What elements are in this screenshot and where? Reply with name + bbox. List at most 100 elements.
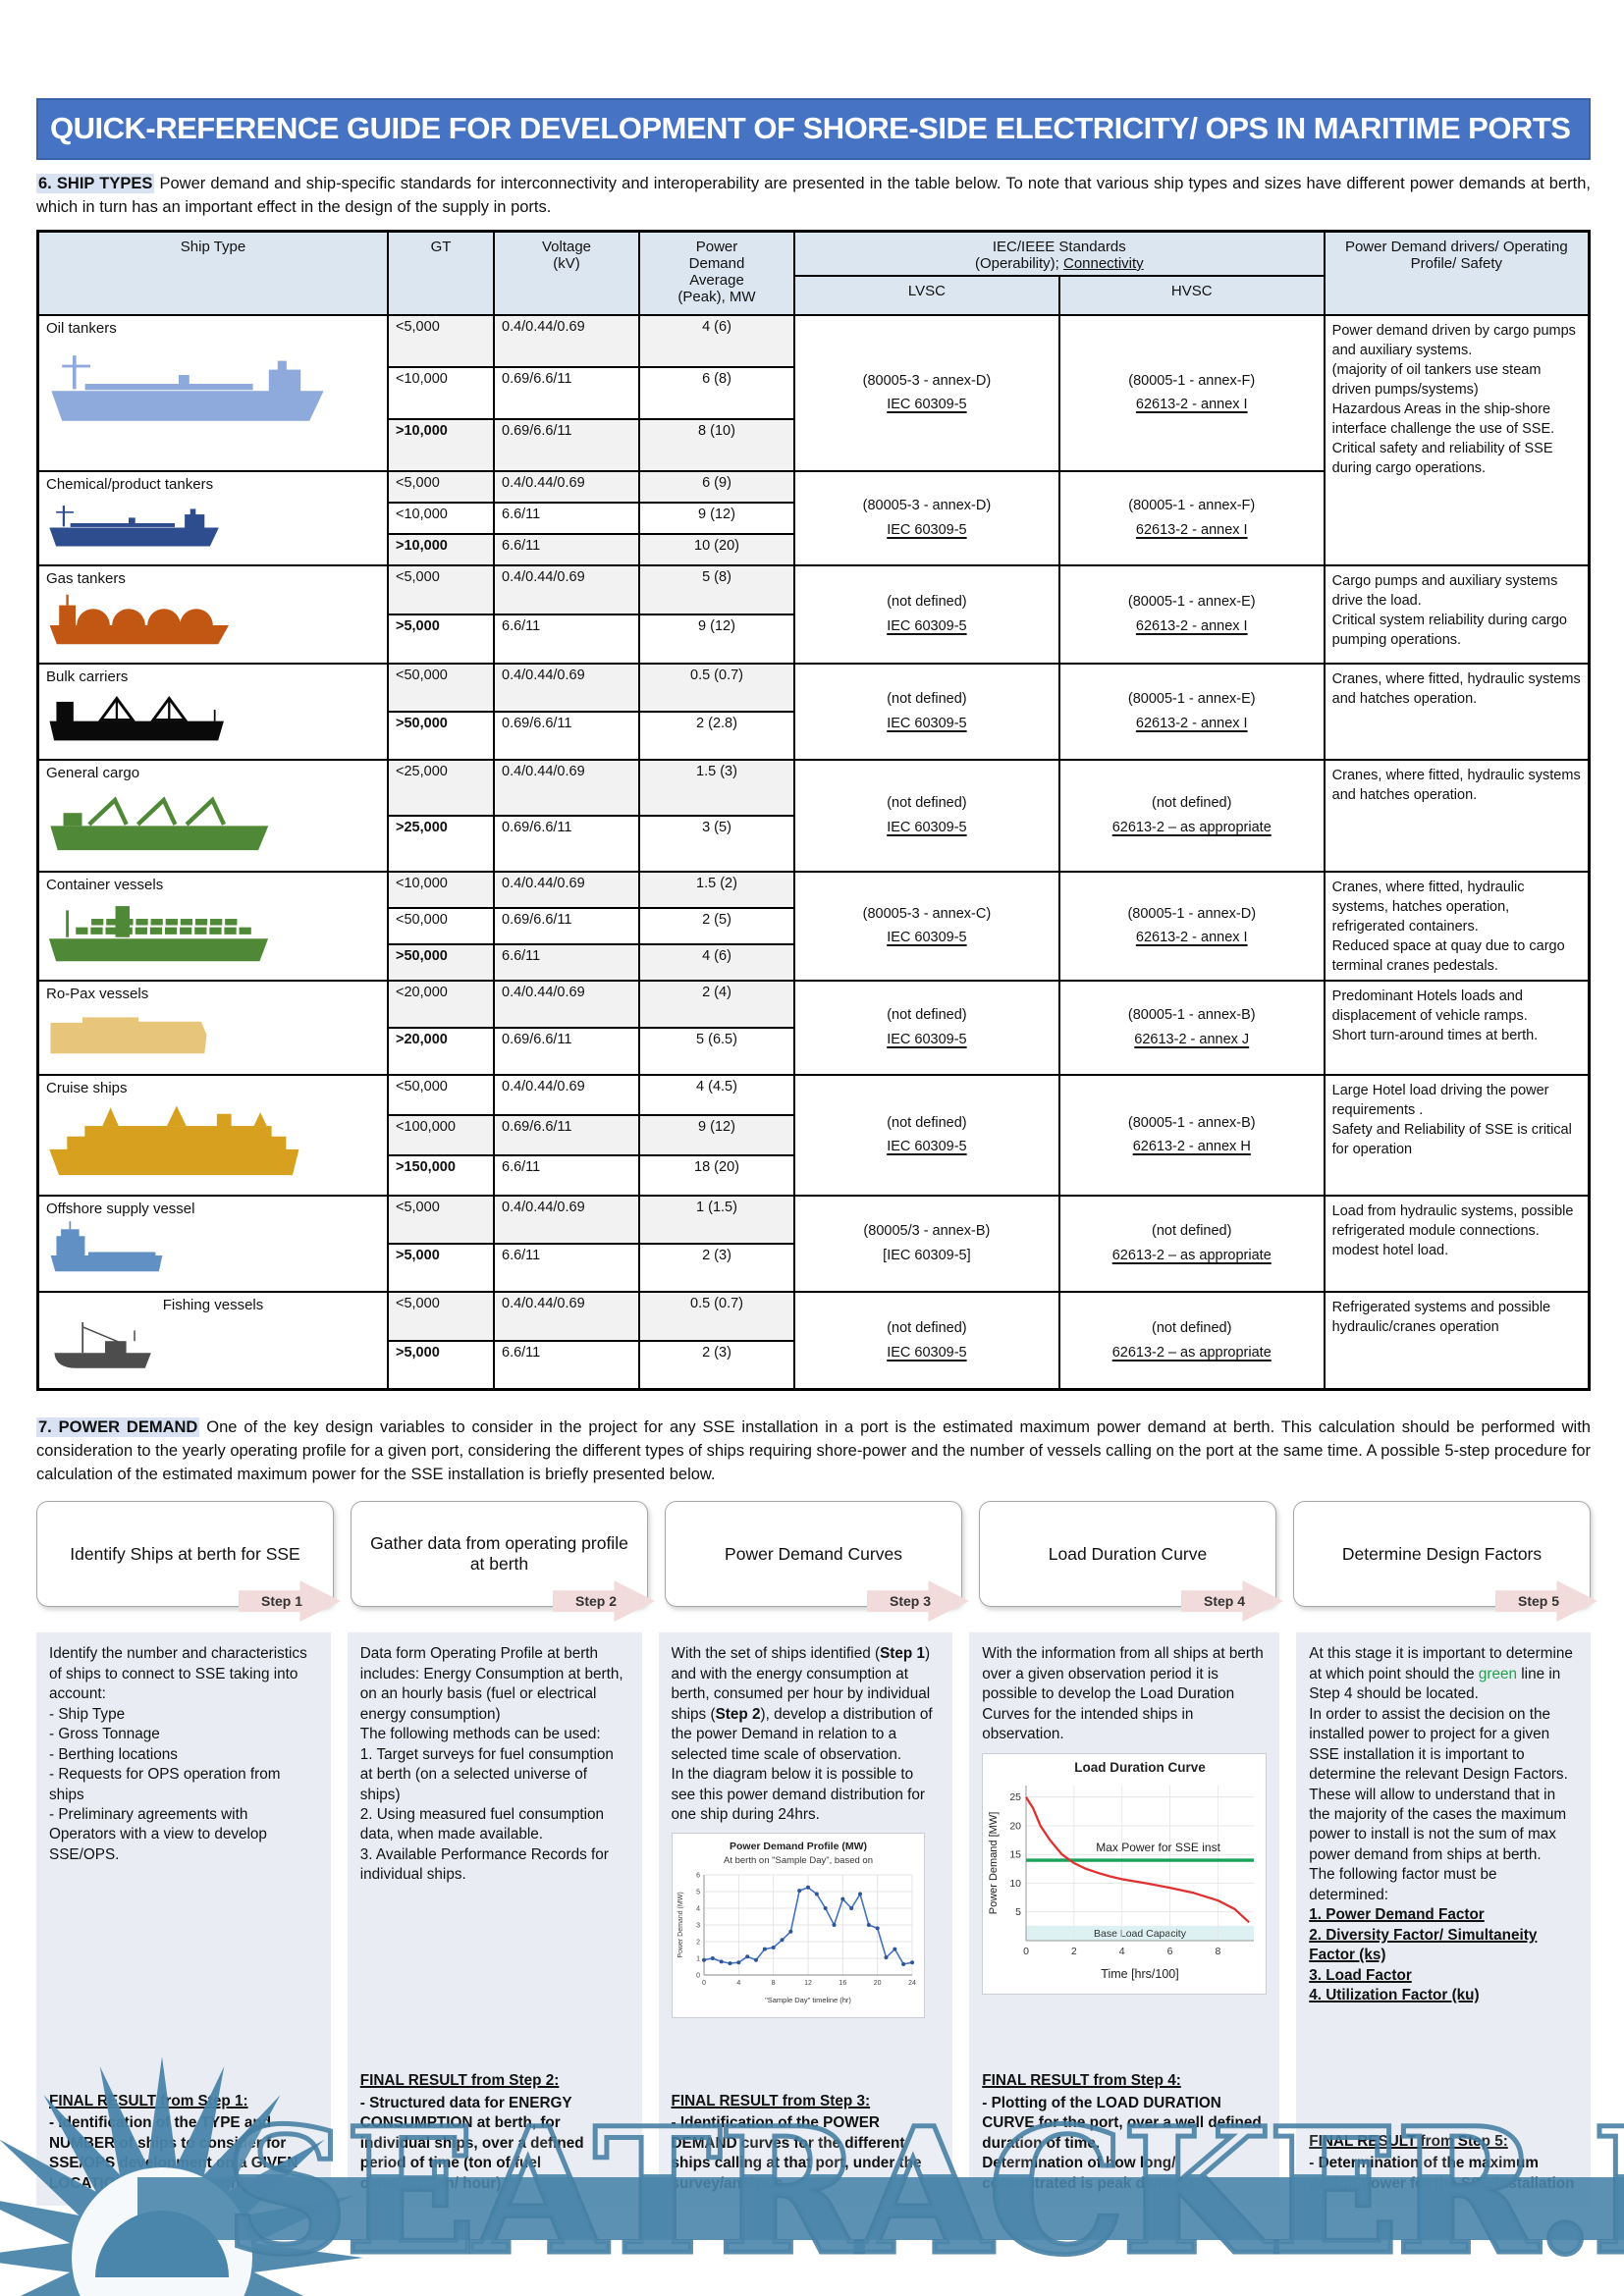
svg-text:0: 0 [1023, 1946, 1029, 1957]
section-6-label: 6. SHIP TYPES [36, 174, 155, 193]
voltage-cell: 6.6/11 [493, 1339, 640, 1391]
power-demand-drivers-cell: Refrigerated systems and possible hydrau… [1323, 1290, 1591, 1391]
svg-text:2: 2 [696, 1940, 700, 1947]
gt-cell: >5,000 [387, 613, 495, 665]
svg-text:25: 25 [1010, 1791, 1022, 1803]
final-result-heading: FINAL RESULT from Step 4: [982, 2072, 1181, 2090]
table-row: <100,000 0.69/6.6/11 9 (12) [38, 1113, 1590, 1156]
table-row: <10,000 6.6/11 9 (12) [38, 501, 1590, 535]
step-box-3: Power Demand Curves Step 3 [665, 1501, 969, 1623]
step-5-panel: At this stage it is important to determi… [1296, 1632, 1591, 2207]
step-1-body: Identify the number and characteristics … [49, 1645, 307, 1863]
voltage-cell: 0.4/0.44/0.69 [493, 563, 640, 615]
table-row: <50,000 0.69/6.6/11 2 (5) [38, 906, 1590, 945]
hvsc-standard-cell: (not defined) 62613-2 – as appropriate [1057, 758, 1326, 873]
step-box-2: Gather data from operating profile at be… [351, 1501, 655, 1623]
power-demand-cell: 2 (3) [638, 1339, 795, 1391]
section-6-intro: 6. SHIP TYPES Power demand and ship-spec… [36, 173, 1591, 220]
step-4-chart-box: Load Duration Curve Base Load Capacity 5 10… [982, 1752, 1268, 1996]
step-box-title: Determine Design Factors [1341, 1543, 1543, 1564]
gt-cell: >50,000 [387, 710, 495, 761]
gt-cell: >20,000 [387, 1026, 495, 1076]
ship-type-label: Chemical/product tankers [46, 475, 214, 493]
bulk-ship-silhouette-icon [49, 695, 224, 741]
svg-text:Max Power for SSE inst: Max Power for SSE inst [1096, 1841, 1220, 1854]
svg-text:4: 4 [736, 1980, 740, 1987]
header-connectivity: Connectivity [1062, 254, 1144, 272]
header-hvsc: HVSC [1057, 274, 1326, 316]
svg-text:12: 12 [804, 1980, 812, 1987]
svg-text:15: 15 [1010, 1848, 1022, 1860]
step-box-title: Power Demand Curves [725, 1543, 902, 1564]
table-row: Bulk carriers <50,000 0.4/0.44/0.69 0.5 (0… [36, 662, 1591, 761]
gt-cell: <50,000 [387, 662, 495, 713]
svg-text:Load Duration Curve: Load Duration Curve [1074, 1760, 1206, 1775]
section-7-intro: 7. POWER DEMAND One of the key design va… [36, 1416, 1591, 1487]
step-1-panel: Identify the number and characteristics … [36, 1632, 331, 2207]
gt-cell: <5,000 [387, 313, 495, 368]
table-row: >150,000 6.6/11 18 (20) [38, 1153, 1590, 1197]
power-demand-cell: 1.5 (2) [638, 870, 795, 909]
step-box-1: Identify Ships at berth for SSE Step 1 [36, 1501, 341, 1623]
step-3-body: With the set of ships identified (Step 1… [671, 1644, 941, 2039]
svg-text:0: 0 [696, 1973, 700, 1980]
lvsc-standard-cell: (80005-3 - annex-C) IEC 60309-5 [793, 870, 1060, 982]
power-demand-cell: 4 (6) [638, 313, 795, 368]
step-4-arrow-icon: Step 4 [1181, 1580, 1283, 1623]
power-demand-cell: 1 (1.5) [638, 1194, 795, 1245]
design-factor-1: 1. Power Demand Factor [1309, 1906, 1485, 1924]
svg-text:6: 6 [696, 1873, 700, 1880]
gt-cell: <100,000 [387, 1113, 495, 1156]
ship-type-cell: Container vessels [36, 870, 389, 982]
gt-cell: <20,000 [387, 979, 495, 1029]
table-row: Chemical/product tankers <5,000 0.4/0.44/… [36, 469, 1590, 566]
final-result-text: - Plotting of the LOAD DURATION CURVE fo… [982, 2094, 1262, 2192]
voltage-cell: 6.6/11 [493, 942, 640, 982]
final-result-heading: FINAL RESULT from Step 1: [49, 2092, 248, 2109]
fishing-ship-silhouette-icon [54, 1321, 151, 1368]
voltage-cell: 0.4/0.44/0.69 [493, 469, 640, 504]
svg-text:Power Demand (MW): Power Demand (MW) [677, 1893, 684, 1958]
svg-text:2: 2 [1071, 1946, 1077, 1957]
svg-text:20: 20 [1010, 1820, 1022, 1832]
power-demand-cell: 9 (12) [638, 1113, 795, 1156]
ship-type-cell: Oil tankers [36, 313, 389, 472]
container-ship-silhouette-icon [48, 905, 269, 962]
table-row: >50,000 0.69/6.6/11 2 (2.8) [38, 710, 1590, 761]
header-voltage: Voltage (kV) [493, 230, 640, 316]
final-result-heading: FINAL RESULT from Step 2: [359, 2072, 560, 2090]
svg-text:3: 3 [696, 1923, 700, 1930]
svg-text:0: 0 [702, 1980, 706, 1987]
hvsc-standard-cell: (80005-1 - annex-E) 62613-2 - annex I [1057, 563, 1326, 665]
voltage-cell: 0.69/6.6/11 [493, 814, 640, 873]
header-power-demand-drivers: Power Demand drivers/ Operating Profile/… [1323, 230, 1591, 316]
step-1-final-result: FINAL RESULT from Step 1: - Identificatio… [49, 2092, 318, 2194]
ship-type-label: Container vessels [46, 876, 164, 893]
table-row: >5,000 6.6/11 9 (12) [38, 613, 1590, 665]
power-demand-cell: 2 (2.8) [638, 710, 795, 761]
step-3-arrow-icon: Step 3 [867, 1580, 969, 1623]
final-result-text: - Structured data for ENERGY CONSUMPTION… [359, 2094, 584, 2192]
gt-cell: <5,000 [387, 1194, 495, 1245]
hvsc-standard-cell: (80005-1 - annex-F) 62613-2 - annex I [1057, 313, 1326, 472]
power-demand-drivers-cell: Power demand driven by cargo pumps and a… [1323, 313, 1591, 566]
offshore-ship-silhouette-icon [50, 1221, 163, 1272]
power-demand-drivers-cell: Cargo pumps and auxiliary systems drive … [1323, 563, 1591, 665]
ship-types-table-header: Ship Type GT Voltage (kV) Power Demand A… [36, 230, 1591, 316]
table-row: >25,000 0.69/6.6/11 3 (5) [38, 814, 1590, 873]
voltage-cell: 6.6/11 [493, 501, 640, 535]
table-row: Fishing vessels <5,000 0.4/0.44/0.69 0.5 (… [36, 1290, 1591, 1391]
gt-cell: >10,000 [387, 532, 495, 566]
ship-type-cell: Chemical/product tankers [36, 469, 389, 566]
power-demand-cell: 0.5 (0.7) [638, 1290, 795, 1342]
voltage-cell: 0.4/0.44/0.69 [493, 1073, 640, 1116]
design-factor-4: 4. Utilization Factor (ku) [1309, 1987, 1480, 2004]
final-result-text: - Identification of the TYPE and NUMBER … [49, 2114, 298, 2192]
table-row: Container vessels <10,000 0.4/0.44/0.69 1.… [36, 870, 1591, 982]
power-demand-drivers-cell: Cranes, where fitted, hydraulic systems … [1323, 758, 1591, 873]
power-demand-cell: 2 (5) [638, 906, 795, 945]
power-demand-cell: 9 (12) [638, 613, 795, 665]
gt-cell: >150,000 [387, 1153, 495, 1197]
step-1-arrow-icon: Step 1 [239, 1580, 341, 1623]
step-panels-row: Identify the number and characteristics … [36, 1632, 1591, 2207]
